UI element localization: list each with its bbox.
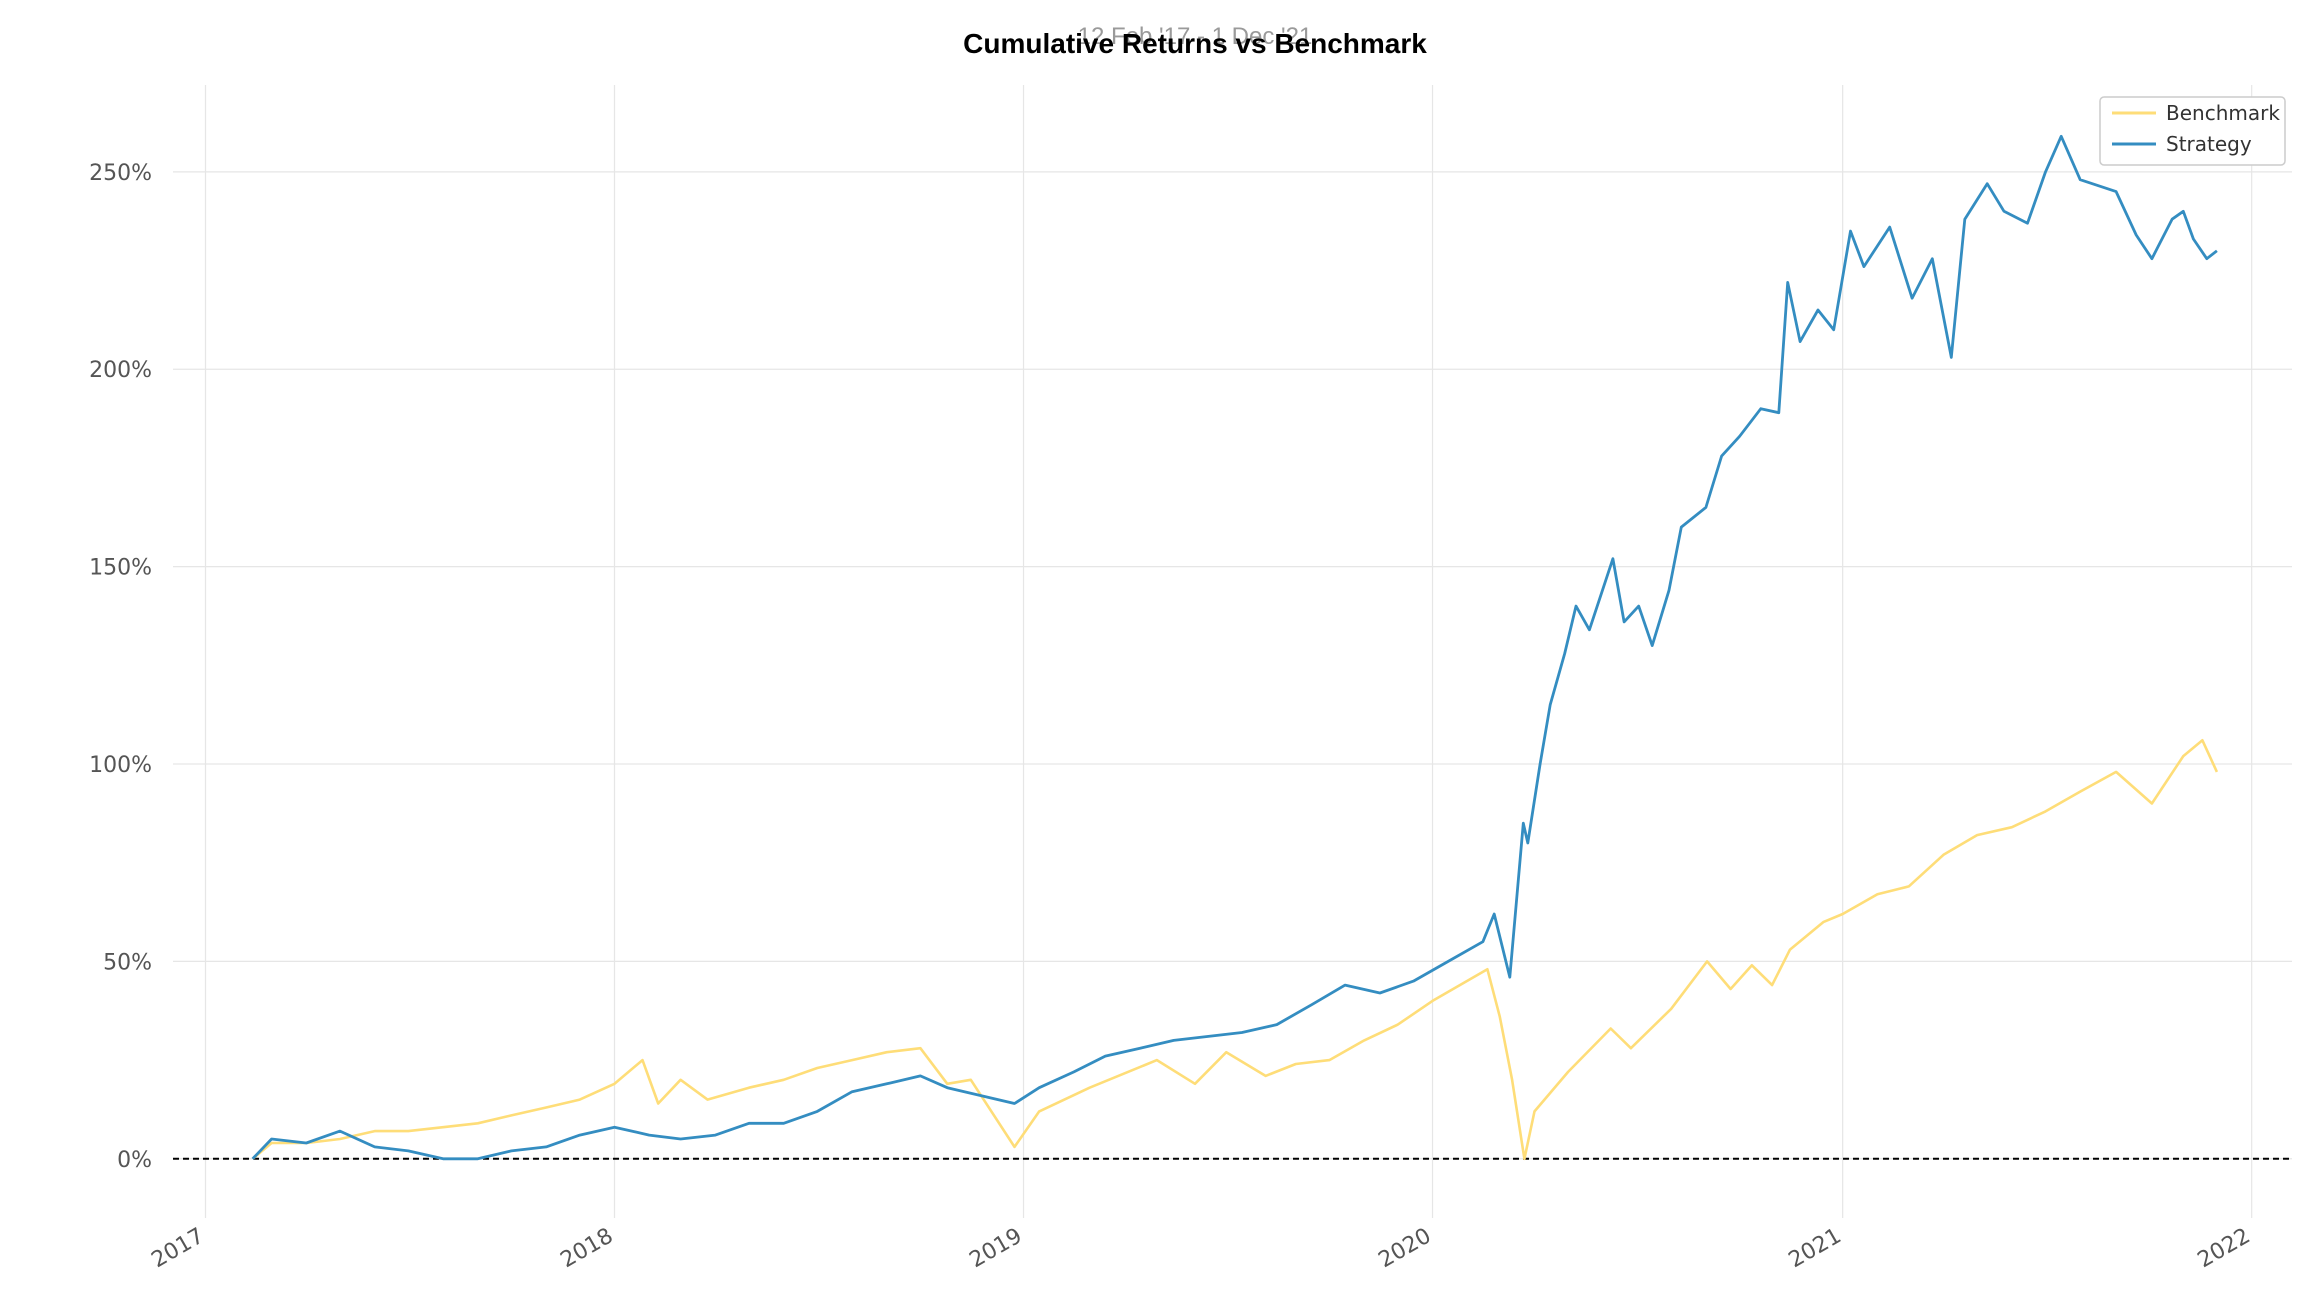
x-tick-label: 2018: [557, 1224, 618, 1274]
x-tick-label: 2022: [2194, 1224, 2255, 1274]
y-tick-label: 200%: [89, 358, 152, 383]
x-tick-label: 2019: [966, 1224, 1027, 1274]
y-tick-label: 100%: [89, 753, 152, 778]
series-line-strategy: [251, 134, 2218, 1161]
x-tick-label: 2021: [1785, 1224, 1846, 1274]
y-tick-label: 250%: [89, 161, 152, 186]
chart-grid: [173, 85, 2292, 1218]
y-tick-label: 150%: [89, 556, 152, 581]
chart-legend: Benchmark Strategy: [2099, 96, 2286, 166]
legend-label-strategy: Strategy: [2166, 132, 2252, 156]
chart-series: [251, 134, 2219, 1161]
x-axis-ticks: 2017 2018 2019 2020 2021 2022: [147, 1224, 2254, 1274]
chart-subtitle: 12 Feb '17 - 1 Dec '21: [1078, 23, 1313, 50]
y-axis-ticks: 0% 50% 100% 150% 200% 250%: [89, 161, 152, 1173]
legend-label-benchmark: Benchmark: [2166, 101, 2280, 125]
y-tick-label: 0%: [117, 1148, 152, 1173]
x-tick-label: 2020: [1375, 1224, 1436, 1274]
x-tick-label: 2017: [147, 1224, 208, 1274]
series-line-benchmark: [251, 738, 2219, 1161]
y-tick-label: 50%: [103, 950, 152, 975]
chart-title: Cumulative Returns vs Benchmark: [963, 28, 1427, 59]
